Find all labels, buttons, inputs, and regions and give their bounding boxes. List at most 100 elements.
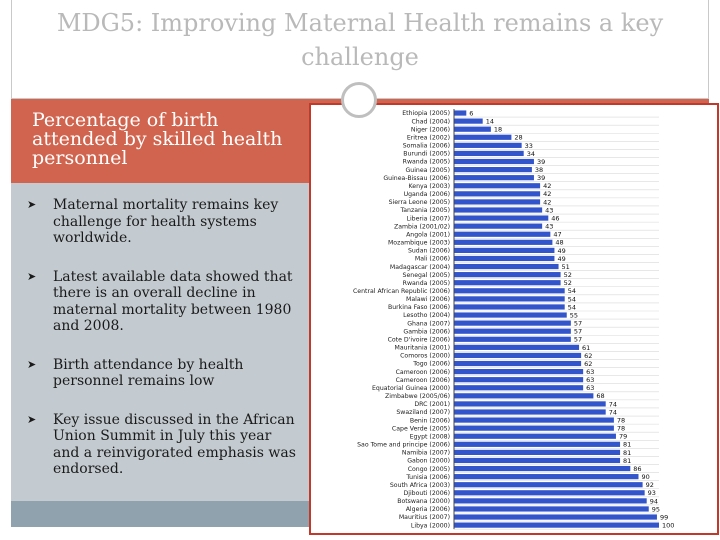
bar bbox=[454, 401, 606, 407]
bar bbox=[454, 118, 483, 124]
value-label: 68 bbox=[596, 392, 604, 400]
value-label: 14 bbox=[486, 118, 494, 126]
category-label: DRC (2001) bbox=[414, 401, 450, 408]
category-label: Angola (2001) bbox=[406, 231, 450, 238]
birth-attendance-chart: Ethiopia (2005) 6 Chad (2004) 14 Niger (2006… bbox=[353, 109, 674, 530]
slide-title: MDG5: Improving Maternal Health remains … bbox=[56, 9, 664, 71]
value-label: 49 bbox=[557, 247, 565, 255]
value-label: 42 bbox=[543, 182, 551, 190]
value-label: 63 bbox=[586, 376, 594, 384]
value-label: 28 bbox=[514, 134, 522, 142]
category-label: Guinea (2005) bbox=[406, 167, 451, 174]
bar bbox=[454, 158, 534, 165]
bar bbox=[454, 304, 565, 310]
bar bbox=[454, 352, 582, 359]
value-label: 62 bbox=[584, 352, 592, 360]
value-label: 79 bbox=[619, 433, 627, 441]
bullet-arrow-icon: ➤ bbox=[27, 198, 37, 211]
value-label: 62 bbox=[584, 360, 592, 368]
category-label: Eritrea (2002) bbox=[407, 134, 450, 141]
category-label: Lesotho (2004) bbox=[403, 312, 450, 319]
value-label: 42 bbox=[543, 190, 551, 198]
bar bbox=[454, 498, 647, 504]
bar bbox=[454, 449, 621, 455]
bullet-item: ➤ Latest available data showed that ther… bbox=[27, 269, 297, 335]
bullet-text: Key issue discussed in the African Union… bbox=[53, 411, 296, 478]
value-label: 57 bbox=[574, 336, 582, 344]
bar bbox=[454, 296, 565, 302]
bar bbox=[454, 320, 571, 326]
value-label: 47 bbox=[553, 231, 561, 239]
bar bbox=[454, 255, 555, 262]
bar bbox=[454, 482, 643, 488]
value-label: 95 bbox=[652, 505, 660, 513]
category-label: Gabon (2000) bbox=[407, 458, 450, 465]
category-label: Cameroon (2006) bbox=[396, 377, 450, 384]
bar bbox=[454, 134, 512, 140]
category-label: Cote D'ivoire (2006) bbox=[388, 336, 450, 343]
value-label: 46 bbox=[551, 214, 559, 222]
bar bbox=[454, 506, 649, 512]
category-label: Uganda (2006) bbox=[404, 191, 450, 198]
category-label: Sudan (2006) bbox=[408, 248, 450, 255]
bar bbox=[454, 425, 614, 431]
category-label: Sierra Leone (2005) bbox=[389, 199, 450, 206]
category-label: Liberia (2007) bbox=[407, 215, 451, 222]
category-label: Sao Tome and principe (2006) bbox=[357, 442, 450, 449]
category-label: Senegal (2005) bbox=[403, 272, 450, 279]
category-label: Central African Republic (2006) bbox=[353, 288, 450, 295]
category-label: Namibia (2007) bbox=[402, 450, 450, 457]
bullet-text: Latest available data showed that there … bbox=[53, 268, 293, 335]
value-label: 33 bbox=[525, 142, 533, 150]
value-label: 57 bbox=[574, 328, 582, 336]
category-label: South Africa (2003) bbox=[390, 482, 450, 489]
category-label: Botswana (2000) bbox=[397, 498, 450, 505]
bullet-item: ➤ Maternal mortality remains key challen… bbox=[27, 197, 297, 247]
category-label: Mali (2006) bbox=[415, 256, 450, 263]
category-label: Kenya (2003) bbox=[409, 183, 450, 190]
value-label: 90 bbox=[642, 473, 650, 481]
bar bbox=[454, 126, 491, 132]
category-label: Niger (2006) bbox=[411, 126, 450, 133]
category-label: Tanzania (2005) bbox=[400, 207, 450, 214]
category-label: Mozambique (2003) bbox=[388, 240, 450, 247]
value-label: 54 bbox=[568, 287, 576, 295]
bar bbox=[454, 377, 584, 383]
value-label: 43 bbox=[545, 223, 553, 231]
value-label: 49 bbox=[557, 255, 565, 263]
category-label: Somalia (2006) bbox=[403, 143, 450, 150]
category-label: Malawi (2006) bbox=[406, 296, 450, 303]
value-label: 93 bbox=[648, 489, 656, 497]
category-label: Madagascar (2004) bbox=[390, 264, 450, 271]
value-label: 57 bbox=[574, 320, 582, 328]
bullet-arrow-icon: ➤ bbox=[27, 412, 37, 426]
bar bbox=[454, 369, 584, 375]
text-panel bbox=[11, 183, 311, 501]
category-label: Ghana (2007) bbox=[407, 320, 450, 327]
ring-decoration-icon bbox=[341, 82, 377, 118]
bar bbox=[454, 409, 606, 415]
value-label: 94 bbox=[650, 497, 658, 505]
value-label: 86 bbox=[633, 465, 641, 473]
bar bbox=[454, 167, 532, 173]
value-label: 100 bbox=[662, 522, 674, 530]
bar bbox=[454, 231, 551, 237]
bar bbox=[454, 183, 541, 189]
bar bbox=[454, 280, 561, 286]
bar bbox=[454, 175, 534, 181]
bullet-text: Birth attendance by health personnel rem… bbox=[53, 356, 244, 390]
value-label: 51 bbox=[562, 263, 570, 271]
bullet-item: ➤ Birth attendance by health personnel r… bbox=[27, 357, 297, 390]
category-label: Algeria (2006) bbox=[406, 506, 450, 513]
value-label: 52 bbox=[564, 271, 572, 279]
category-label: Mauritius (2007) bbox=[399, 514, 450, 521]
bar bbox=[454, 239, 553, 245]
bar bbox=[454, 272, 561, 278]
bullet-text: Maternal mortality remains key challenge… bbox=[53, 197, 279, 246]
value-label: 99 bbox=[660, 513, 668, 521]
bar bbox=[454, 312, 567, 318]
bar bbox=[454, 385, 584, 391]
value-label: 81 bbox=[623, 449, 631, 457]
category-label: Rwanda (2005) bbox=[403, 280, 450, 287]
category-label: Mauritania (2001) bbox=[394, 345, 450, 352]
